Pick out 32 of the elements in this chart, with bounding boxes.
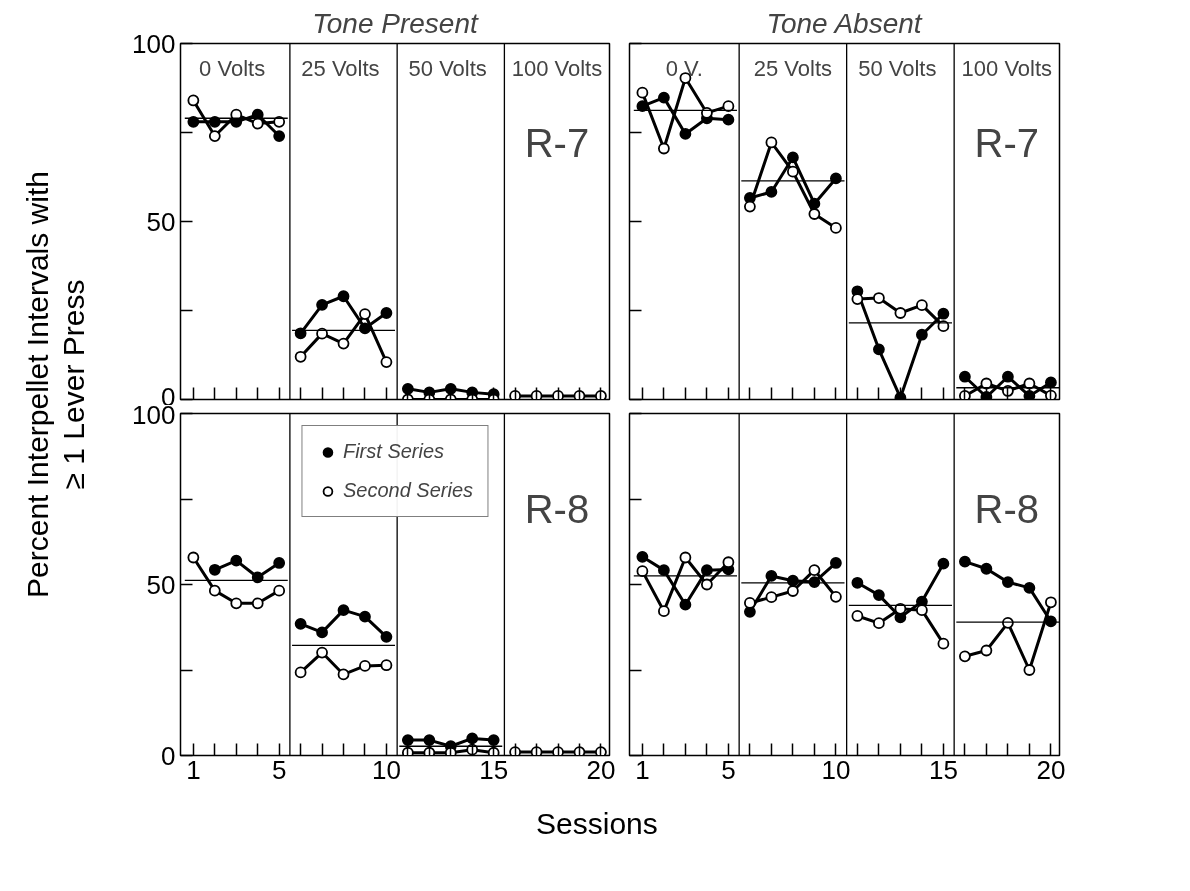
x-tick-label: 15 — [479, 754, 509, 785]
y-tick-label: 50 — [146, 569, 176, 600]
annotation: 50 Volts — [858, 55, 937, 81]
legend-label: Second Series — [342, 479, 474, 502]
annotation: R-7 — [524, 121, 590, 166]
annotation: R-8 — [974, 487, 1040, 532]
chart-title: Tone Present — [312, 7, 479, 39]
x-tick-label: 1 — [186, 754, 201, 785]
annotation: 25 Volts — [301, 55, 380, 81]
x-tick-label: 10 — [371, 754, 401, 785]
y-tick-label: 50 — [146, 206, 176, 237]
x-tick-label: 10 — [821, 754, 851, 785]
annotation: R-7 — [974, 121, 1040, 166]
annotation: 100 Volts — [961, 55, 1053, 81]
annotation: 25 Volts — [753, 55, 833, 81]
y-tick-label: 100 — [132, 28, 176, 59]
x-tick-label: 1 — [635, 754, 650, 785]
annotation: 0 Volts — [199, 55, 266, 81]
y-tick-label: 0 — [161, 740, 176, 771]
y-axis-title: Percent Interpellet Intervals with ≥ 1 Lever Press — [20, 171, 91, 598]
x-tick-label: 15 — [928, 754, 958, 785]
annotation: 50 Volts — [408, 55, 487, 81]
annotation: R-8 — [524, 487, 590, 532]
x-tick-label: 5 — [271, 754, 287, 785]
x-axis-title: Sessions — [536, 806, 658, 840]
annotation: 100 Volts — [511, 55, 603, 81]
x-tick-label: 20 — [1036, 754, 1066, 785]
chart-title: Tone Absent — [766, 7, 923, 39]
legend-label: First Series — [342, 440, 445, 463]
x-tick-label: 5 — [721, 754, 736, 785]
annotation: 0 V. — [665, 55, 703, 81]
x-tick-label: 20 — [586, 754, 616, 785]
